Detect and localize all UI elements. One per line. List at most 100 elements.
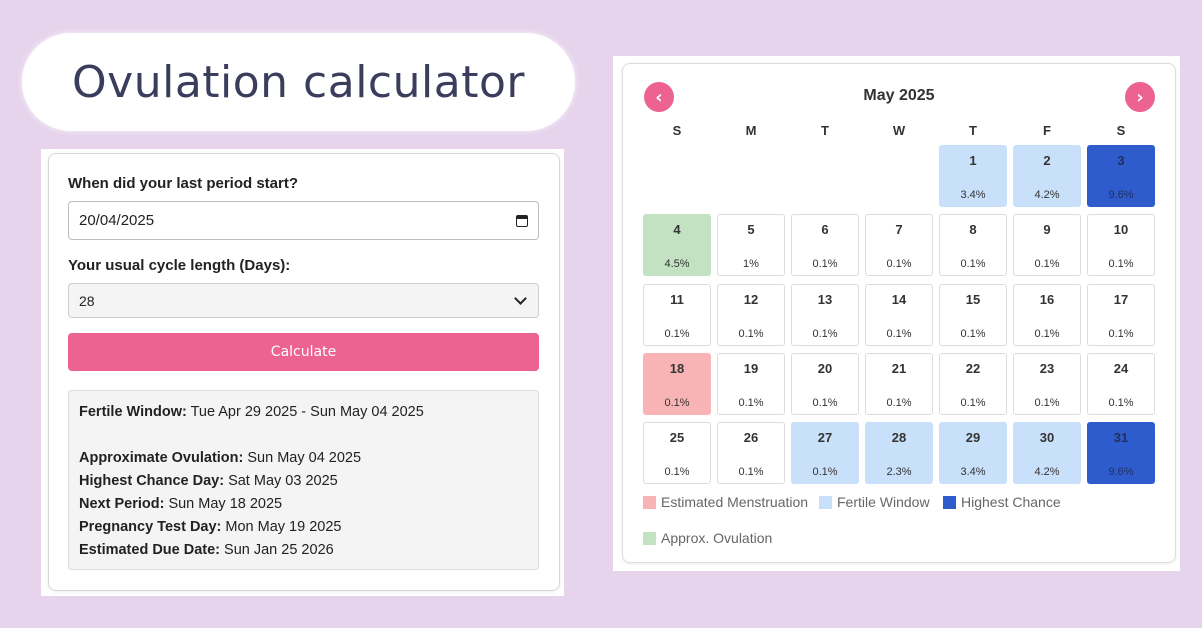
weekday-header: F (1043, 123, 1051, 138)
legend-label: Estimated Menstruation (661, 494, 809, 510)
day-probability: 0.1% (886, 328, 912, 340)
calendar-day-8[interactable]: 8 0.1% (939, 214, 1007, 276)
chevron-down-icon (514, 292, 527, 305)
day-number: 5 (747, 222, 755, 237)
calendar-day-3[interactable]: 3 9.6% (1087, 145, 1155, 207)
day-number: 16 (1039, 292, 1055, 307)
result-due-date: Estimated Due Date: Sun Jan 25 2026 (79, 542, 334, 558)
day-number: 30 (1039, 430, 1055, 445)
cycle-length-label: Your usual cycle length (Days): (68, 257, 291, 274)
legend-swatch (643, 495, 656, 509)
calendar: ‹ May 2025 › S M T W T F S 1 3.4% 2 4.2% 3 9.6% 4 4.5%… (622, 63, 1176, 563)
day-number: 2 (1043, 153, 1051, 168)
calendar-day-30[interactable]: 30 4.2% (1013, 422, 1081, 484)
day-probability: 0.1% (1034, 328, 1060, 340)
calendar-day-13[interactable]: 13 0.1% (791, 284, 859, 346)
prev-month-button[interactable]: ‹ (644, 82, 674, 112)
calendar-day-21[interactable]: 21 0.1% (865, 353, 933, 415)
calendar-day-20[interactable]: 20 0.1% (791, 353, 859, 415)
calculate-button[interactable]: Calculate (68, 333, 539, 371)
day-probability: 9.6% (1108, 466, 1134, 478)
legend-label: Highest Chance (961, 494, 1061, 510)
result-ovulation: Approximate Ovulation: Sun May 04 2025 (79, 450, 362, 466)
title-banner: Ovulation calculator (22, 33, 575, 131)
legend-item: Fertile Window (819, 494, 930, 510)
result-next-period: Next Period: Sun May 18 2025 (79, 496, 283, 512)
calendar-day-6[interactable]: 6 0.1% (791, 214, 859, 276)
day-probability: 0.1% (664, 328, 690, 340)
calendar-day-10[interactable]: 10 0.1% (1087, 214, 1155, 276)
day-number: 24 (1113, 361, 1129, 376)
legend-swatch (643, 531, 656, 545)
weekday-header: T (821, 123, 829, 138)
day-number: 3 (1117, 153, 1125, 168)
day-number: 8 (969, 222, 977, 237)
calendar-day-19[interactable]: 19 0.1% (717, 353, 785, 415)
calendar-day-2[interactable]: 2 4.2% (1013, 145, 1081, 207)
day-number: 12 (743, 292, 759, 307)
results-box: Fertile Window: Tue Apr 29 2025 - Sun Ma… (68, 390, 539, 570)
calendar-day-18[interactable]: 18 0.1% (643, 353, 711, 415)
calendar-day-17[interactable]: 17 0.1% (1087, 284, 1155, 346)
day-probability: 0.1% (1108, 328, 1134, 340)
calendar-day-12[interactable]: 12 0.1% (717, 284, 785, 346)
day-number: 25 (669, 430, 685, 445)
day-probability: 1% (743, 258, 759, 270)
day-probability: 0.1% (664, 397, 690, 409)
legend-swatch (943, 495, 956, 509)
calendar-day-26[interactable]: 26 0.1% (717, 422, 785, 484)
period-start-date-input[interactable]: 20/04/2025 (68, 201, 539, 240)
day-number: 31 (1113, 430, 1129, 445)
result-pregnancy-test: Pregnancy Test Day: Mon May 19 2025 (79, 519, 342, 535)
calendar-day-27[interactable]: 27 0.1% (791, 422, 859, 484)
day-number: 15 (965, 292, 981, 307)
calendar-day-28[interactable]: 28 2.3% (865, 422, 933, 484)
calendar-day-7[interactable]: 7 0.1% (865, 214, 933, 276)
day-number: 21 (891, 361, 907, 376)
day-probability: 3.4% (960, 466, 986, 478)
day-probability: 0.1% (738, 466, 764, 478)
day-number: 29 (965, 430, 981, 445)
calendar-day-24[interactable]: 24 0.1% (1087, 353, 1155, 415)
calendar-day-29[interactable]: 29 3.4% (939, 422, 1007, 484)
day-probability: 0.1% (812, 328, 838, 340)
calendar-icon[interactable] (516, 214, 528, 227)
calendar-day-11[interactable]: 11 0.1% (643, 284, 711, 346)
calendar-day-25[interactable]: 25 0.1% (643, 422, 711, 484)
chevron-right-icon: › (1136, 86, 1144, 108)
cycle-length-select[interactable]: 28 (68, 283, 539, 318)
calendar-day-16[interactable]: 16 0.1% (1013, 284, 1081, 346)
day-number: 10 (1113, 222, 1129, 237)
calendar-day-1[interactable]: 1 3.4% (939, 145, 1007, 207)
day-probability: 2.3% (886, 466, 912, 478)
day-number: 13 (817, 292, 833, 307)
calendar-day-31[interactable]: 31 9.6% (1087, 422, 1155, 484)
day-probability: 0.1% (886, 397, 912, 409)
weekday-header: M (745, 123, 757, 138)
day-number: 14 (891, 292, 907, 307)
day-number: 4 (673, 222, 681, 237)
calendar-day-9[interactable]: 9 0.1% (1013, 214, 1081, 276)
period-start-value: 20/04/2025 (79, 212, 155, 229)
calendar-day-4[interactable]: 4 4.5% (643, 214, 711, 276)
weekday-header: S (1116, 123, 1126, 138)
day-probability: 0.1% (812, 466, 838, 478)
calendar-day-22[interactable]: 22 0.1% (939, 353, 1007, 415)
result-fertile-window: Fertile Window: Tue Apr 29 2025 - Sun Ma… (79, 404, 424, 420)
weekday-header: W (892, 123, 906, 138)
calendar-day-23[interactable]: 23 0.1% (1013, 353, 1081, 415)
calendar-day-15[interactable]: 15 0.1% (939, 284, 1007, 346)
calendar-day-5[interactable]: 5 1% (717, 214, 785, 276)
day-number: 7 (895, 222, 903, 237)
day-number: 28 (891, 430, 907, 445)
day-probability: 0.1% (1034, 258, 1060, 270)
day-probability: 0.1% (738, 397, 764, 409)
day-probability: 0.1% (1108, 258, 1134, 270)
day-probability: 0.1% (812, 258, 838, 270)
month-title: May 2025 (863, 87, 935, 104)
next-month-button[interactable]: › (1125, 82, 1155, 112)
calendar-day-14[interactable]: 14 0.1% (865, 284, 933, 346)
day-probability: 0.1% (960, 258, 986, 270)
day-probability: 0.1% (960, 397, 986, 409)
day-probability: 0.1% (1034, 397, 1060, 409)
